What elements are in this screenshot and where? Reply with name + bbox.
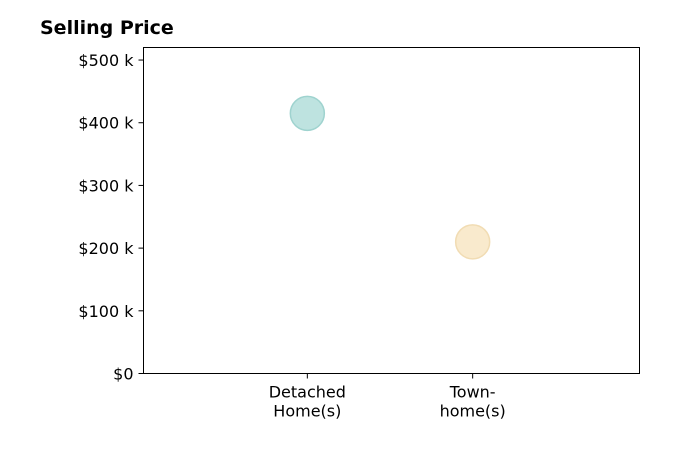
chart-title: Selling Price: [40, 17, 174, 39]
y-tick-label: $0: [113, 365, 133, 384]
data-point: [289, 95, 326, 132]
x-tick-label: home(s): [440, 402, 506, 421]
data-points: [289, 95, 491, 260]
x-tick-label: Detached: [269, 383, 346, 402]
y-tick-label: $400 k: [78, 114, 134, 133]
x-tick-label: Home(s): [273, 402, 341, 421]
y-axis: $0 $100 k $200 k $300 k $400 k $500 k: [78, 51, 144, 384]
y-tick-label: $100 k: [78, 302, 134, 321]
y-tick-label: $300 k: [78, 176, 134, 195]
y-tick-label: $200 k: [78, 239, 134, 258]
y-tick-label: $500 k: [78, 51, 134, 70]
x-tick-label: Town-: [449, 383, 496, 402]
plot-area-frame: [143, 47, 640, 374]
data-point: [454, 224, 491, 260]
